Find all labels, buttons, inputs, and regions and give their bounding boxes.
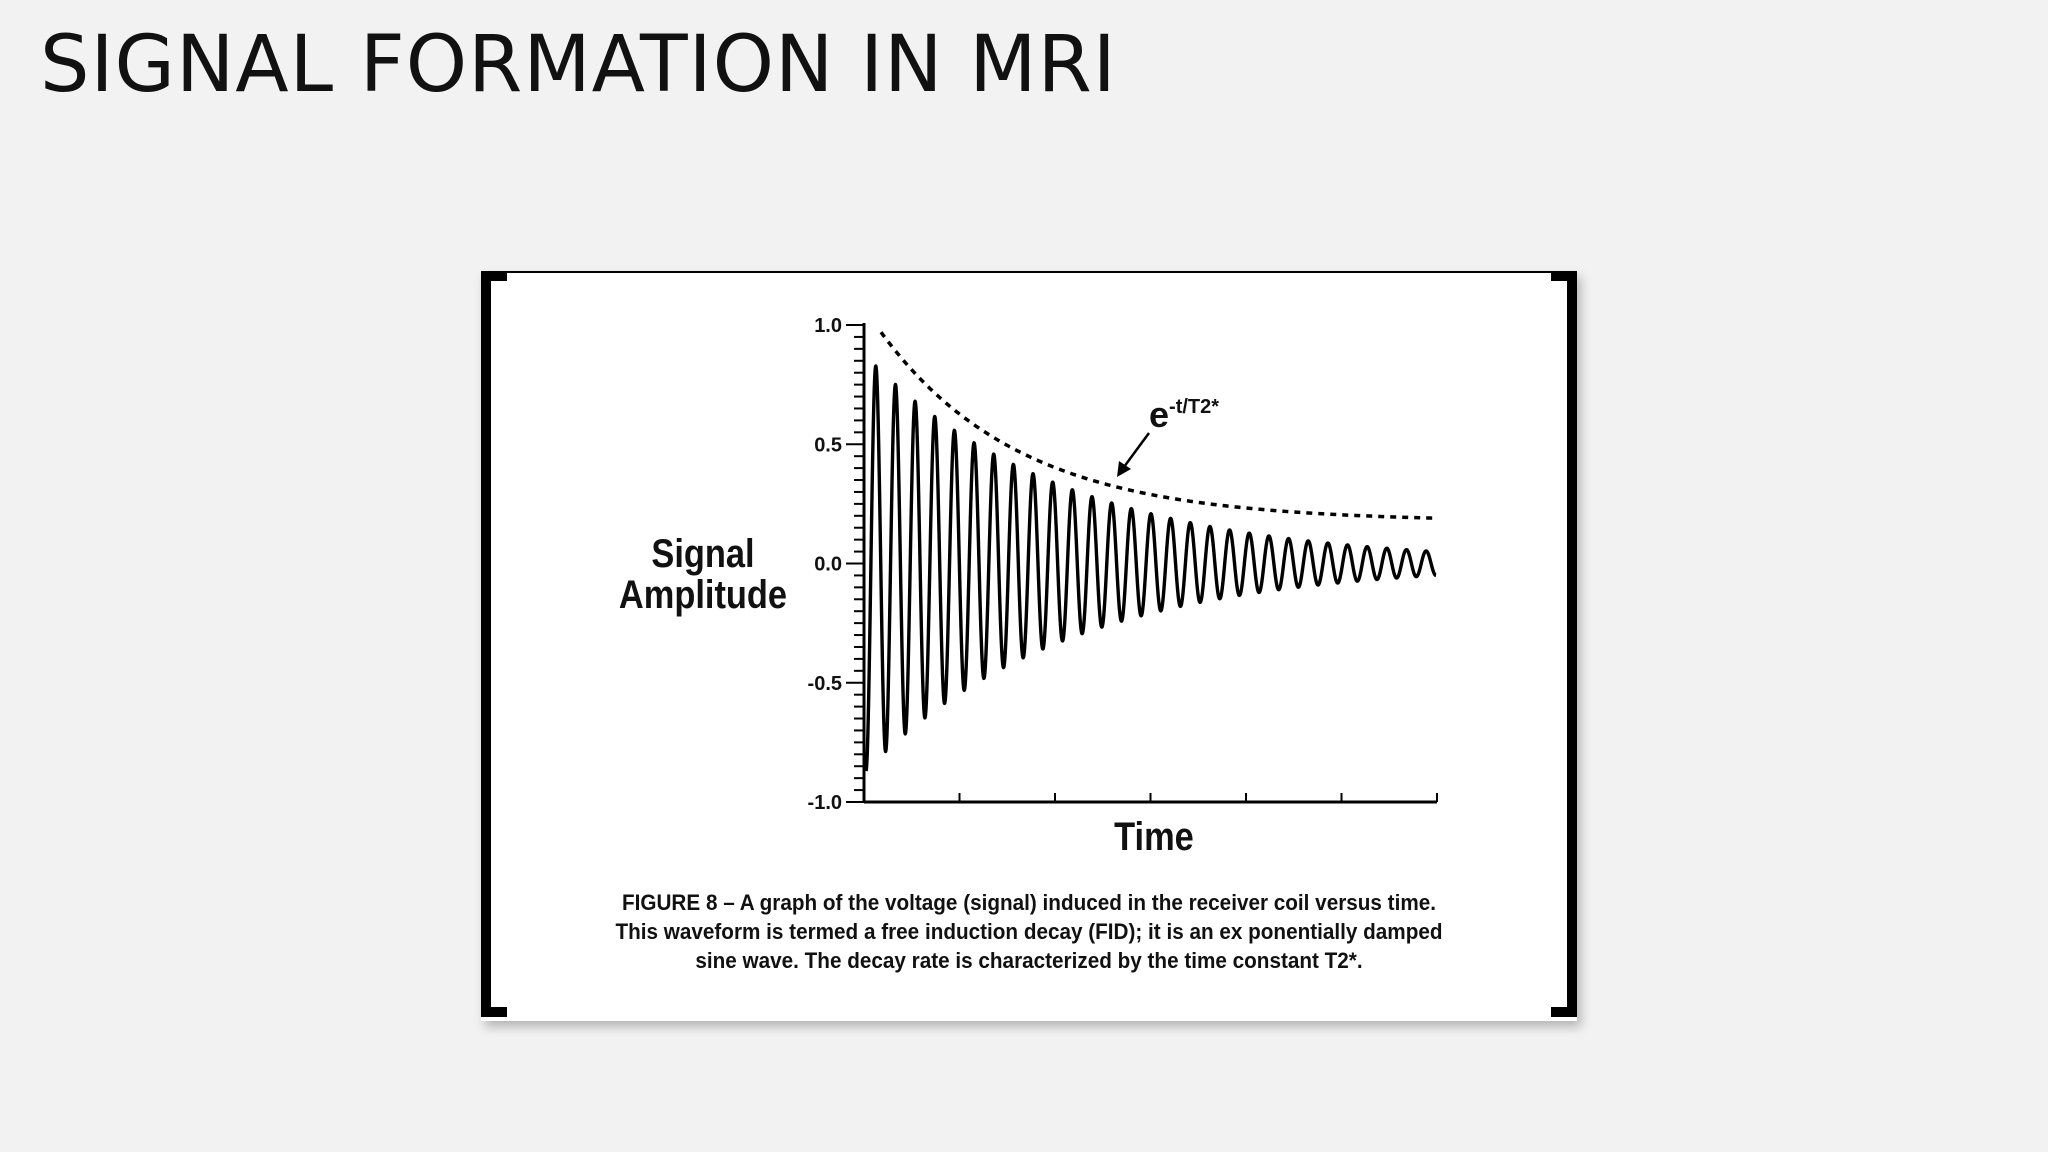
y-tick-label: 1.0 [814,315,842,337]
annotation-base: e [1149,394,1169,435]
series [864,331,1438,772]
left-bracket-top [481,271,507,281]
figure-panel: 1.0 0.5 0.0 -0.5 -1.0 Signal Amplitude Time … [481,271,1577,1021]
x-axis-label: Time [1114,814,1194,859]
y-tick-label: 0.0 [814,554,842,576]
right-bracket-bar [1567,271,1577,1017]
figure-caption: FIGURE 8 – A graph of the voltage (signa… [580,888,1478,975]
right-bracket-bottom [1551,1007,1577,1017]
fid-chart: 1.00.50.0-0.5-1.0 Signal Amplitude Time … [619,315,1438,859]
y-tick-label: 0.5 [814,434,842,456]
y-axis-label-line-1: Signal [651,531,754,576]
left-bracket-bottom [481,1007,507,1017]
annotation-arrowhead [1117,461,1131,477]
y-axis-label-line-2: Amplitude [619,572,787,617]
top-border [481,271,1577,273]
slide-title: SIGNAL FORMATION IN MRI [40,20,1117,110]
fid-signal-line [864,364,1438,772]
caption-line-2: This waveform is termed a free induction… [615,919,1443,944]
left-bracket-bar [481,271,491,1017]
caption-line-3: sine wave. The decay rate is characteriz… [695,948,1363,973]
caption-line-1: FIGURE 8 – A graph of the voltage (signa… [621,890,1436,915]
envelope-annotation: e-t/T2* [1149,394,1219,435]
y-tick-label: -0.5 [808,673,842,695]
right-bracket-top [1551,271,1577,281]
y-ticks: 1.0 0.5 0.0 -0.5 -1.0 [808,315,1438,814]
annotation-arrow-line [1119,432,1151,472]
envelope-dashed-line [879,331,1437,520]
y-tick-label: -1.0 [808,792,842,814]
annotation-exponent: -t/T2* [1169,396,1219,418]
